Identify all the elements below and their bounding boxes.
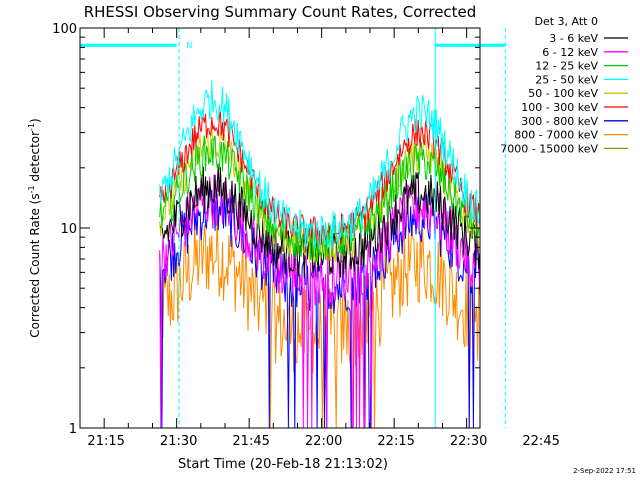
legend-label: 50 - 100 keV xyxy=(528,87,598,100)
legend-label: 25 - 50 keV xyxy=(535,73,598,86)
y-label-end: ) xyxy=(28,118,42,123)
legend-label: 6 - 12 keV xyxy=(542,46,598,59)
y-axis-label: Corrected Count Rate (s-1 detector-1) xyxy=(27,118,42,337)
legend-label: 300 - 800 keV xyxy=(521,115,598,128)
x-tick-label: 21:45 xyxy=(232,434,269,449)
legend-label: 7000 - 15000 keV xyxy=(500,142,598,155)
x-tick-label: 21:15 xyxy=(87,434,124,449)
y-label-sup1: -1 xyxy=(27,185,36,193)
y-tick-label: 1 xyxy=(69,422,77,437)
x-tick-label: 22:45 xyxy=(522,434,559,449)
y-label-main: Corrected Count Rate (s xyxy=(28,193,42,337)
axes: 21:15 21:30 21:45 22:00 22:15 22:30 22:45 1 10 10… xyxy=(52,22,560,449)
x-tick-label: 22:15 xyxy=(377,434,414,449)
legend-label: 100 - 300 keV xyxy=(521,101,598,114)
y-label-mid: detector xyxy=(28,131,42,186)
series-traces xyxy=(159,80,480,428)
y-label-sup2: -1 xyxy=(27,123,36,131)
series-trace xyxy=(159,127,480,263)
x-tick-label: 22:30 xyxy=(450,434,487,449)
series-trace xyxy=(159,80,480,250)
x-axis-label: Start Time (20-Feb-18 21:13:02) xyxy=(178,457,388,472)
footer-date: 2-Sep-2022 17:51 xyxy=(573,467,636,475)
legend-label: 3 - 6 keV xyxy=(549,32,598,45)
legend-label: 12 - 25 keV xyxy=(535,60,598,73)
series-trace xyxy=(159,174,480,428)
series-trace xyxy=(159,214,480,428)
x-tick-label: 22:00 xyxy=(305,434,342,449)
x-tick-label: 21:30 xyxy=(160,434,197,449)
y-tick-label: 10 xyxy=(60,222,77,237)
legend-header: Det 3, Att 0 xyxy=(535,15,599,28)
y-tick-label: 100 xyxy=(52,22,77,37)
legend-label: 800 - 7000 keV xyxy=(514,129,598,142)
flag-bar-label: N xyxy=(186,41,192,50)
chart-title: RHESSI Observing Summary Count Rates, Co… xyxy=(84,3,477,21)
